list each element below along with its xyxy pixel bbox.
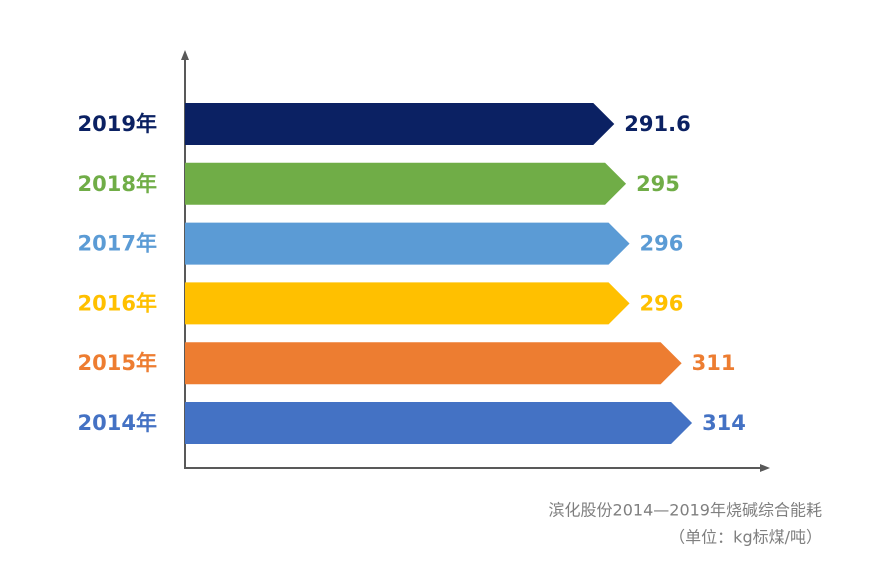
bar: [185, 162, 627, 205]
category-label: 2014年: [78, 411, 157, 435]
bar: [185, 282, 630, 325]
category-label: 2019年: [78, 112, 157, 136]
category-label: 2018年: [78, 172, 157, 196]
bar: [185, 222, 630, 265]
bar: [185, 342, 682, 385]
value-label: 311: [692, 351, 736, 375]
caption-unit: （单位：kg标煤/吨）: [669, 528, 822, 547]
category-label: 2017年: [78, 232, 157, 256]
caption: 滨化股份2014—2019年烧碱综合能耗: [549, 501, 822, 520]
value-label: 296: [640, 232, 684, 256]
value-label: 296: [640, 291, 684, 315]
value-label: 295: [636, 172, 680, 196]
bar: [185, 103, 615, 145]
value-label: 314: [702, 411, 746, 435]
category-label: 2015年: [78, 351, 157, 375]
value-label: 291.6: [624, 112, 690, 136]
bar: [185, 402, 693, 444]
category-label: 2016年: [78, 291, 157, 315]
